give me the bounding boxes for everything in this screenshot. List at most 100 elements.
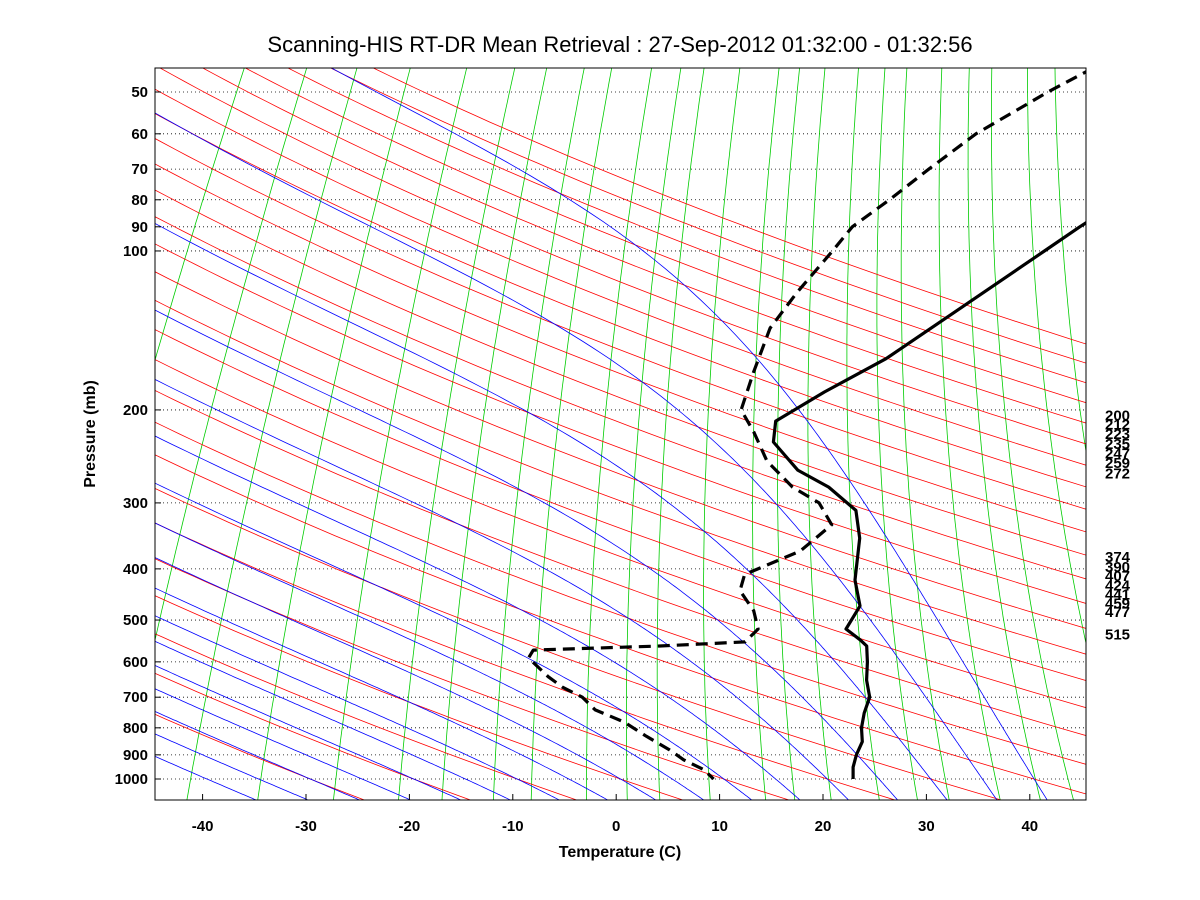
dry-adiabat [155,88,1086,466]
dry-adiabat [372,68,1086,345]
moist-adiabat [155,222,948,800]
mixing-ratio-line [530,68,613,800]
moist-adiabat [155,587,609,800]
x-tick-label: 0 [612,818,620,835]
mixing-ratio-line [332,68,468,800]
y-tick-label: 200 [123,402,148,419]
x-tick-label: 20 [815,818,832,835]
moist-adiabat [155,688,412,800]
moist-adiabat [155,640,512,800]
right-label: 223 [1105,426,1130,443]
dry-adiabat [155,558,791,800]
y-tick-label: 300 [123,495,148,512]
moist-adiabat [155,112,998,800]
mixing-ratio-line [1027,68,1086,646]
dry-adiabat [155,359,1086,709]
mixing-ratio-line [846,68,880,800]
moist-adiabat [155,733,310,800]
dry-adiabat [155,271,1086,629]
plot-frame [154,67,1087,801]
mixing-ratio-line [186,68,358,800]
dry-adiabat [155,329,1086,681]
moist-adiabat [155,522,705,800]
y-tick-label: 800 [123,720,148,737]
mixing-ratio-line [807,68,832,800]
dry-adiabat [244,68,1086,404]
dry-adiabat [155,389,1086,736]
y-tick-label: 600 [123,654,148,671]
y-tick-label: 90 [131,219,148,236]
y-tick-label: 50 [131,84,148,101]
moist-adiabat [155,435,801,800]
mixing-ratio-line [493,68,585,800]
chart-title: Scanning-HIS RT-DR Mean Retrieval : 27-S… [267,32,972,57]
moist-adiabat [330,68,1048,800]
dry-adiabat [155,454,1086,795]
y-tick-label: 700 [123,689,148,706]
dry-adiabat [155,189,1086,556]
mixing-ratio-line [656,68,705,800]
right-label: 407 [1105,568,1130,585]
right-label: 424 [1105,577,1131,594]
x-tick-label: -40 [192,818,214,835]
right-label: 459 [1105,595,1130,612]
y-tick-label: 60 [131,126,148,143]
dewpoint-profile-line [526,70,1086,781]
y-tick-label: 400 [123,561,148,578]
mixing-ratio-line [752,68,780,800]
right-label: 515 [1105,626,1130,643]
dry-adiabat [155,522,897,800]
dry-adiabat [155,163,1086,533]
dry-adiabat [159,68,1086,445]
mixing-ratio-line [586,68,652,800]
moist-adiabat [155,557,657,800]
moist-adiabat [155,615,561,800]
right-label: 374 [1105,549,1131,566]
mixing-ratio-line [703,68,741,800]
dry-adiabat [287,68,1086,384]
x-tick-label: 40 [1021,818,1038,835]
mixing-ratio-line [938,68,1001,800]
y-tick-label: 900 [123,747,148,764]
dry-adiabat [155,633,578,800]
x-axis-ticks: -40 -30 -20 -10 0 10 20 30 40 [192,794,1038,835]
moist-adiabat [155,378,850,800]
x-axis-label: Temperature (C) [559,844,681,861]
mixing-ratio-line [257,68,411,800]
dry-adiabat [155,216,1086,580]
dry-adiabat [155,487,1003,800]
dry-adiabat [329,68,1086,364]
moist-adiabat [155,711,361,800]
x-tick-label: -30 [295,818,317,835]
moist-adiabat [155,755,258,800]
right-label: 212 [1105,416,1130,433]
right-label: 259 [1105,455,1130,472]
x-tick-label: -20 [399,818,421,835]
right-label: 235 [1105,436,1130,453]
right-label: 200 [1105,408,1130,425]
dry-adiabat [155,421,1086,765]
y-tick-label: 80 [131,192,148,209]
y-tick-label: 1000 [115,771,148,788]
moist-adiabat [155,665,462,800]
y-axis-label: Pressure (mb) [82,380,99,488]
mixing-ratio-line [1054,68,1086,454]
mixing-ratio-line [441,68,548,800]
dry-adiabat [155,299,1086,655]
y-tick-label: 100 [123,243,148,260]
dry-adiabat [155,243,1086,604]
right-label: 247 [1105,446,1130,463]
right-label: 477 [1105,604,1130,621]
profile-series [526,70,1086,781]
x-tick-label: 30 [918,818,935,835]
y-tick-label: 70 [131,161,148,178]
mixing-ratio-line [967,68,1041,800]
dry-adiabat [155,113,1086,488]
temperature-profile-line [771,220,1086,779]
mixing-ratio-line [398,68,516,800]
x-tick-label: -10 [502,818,524,835]
mixing-ratio-line [155,68,308,642]
dry-adiabat [201,68,1086,424]
right-label: 390 [1105,559,1130,576]
